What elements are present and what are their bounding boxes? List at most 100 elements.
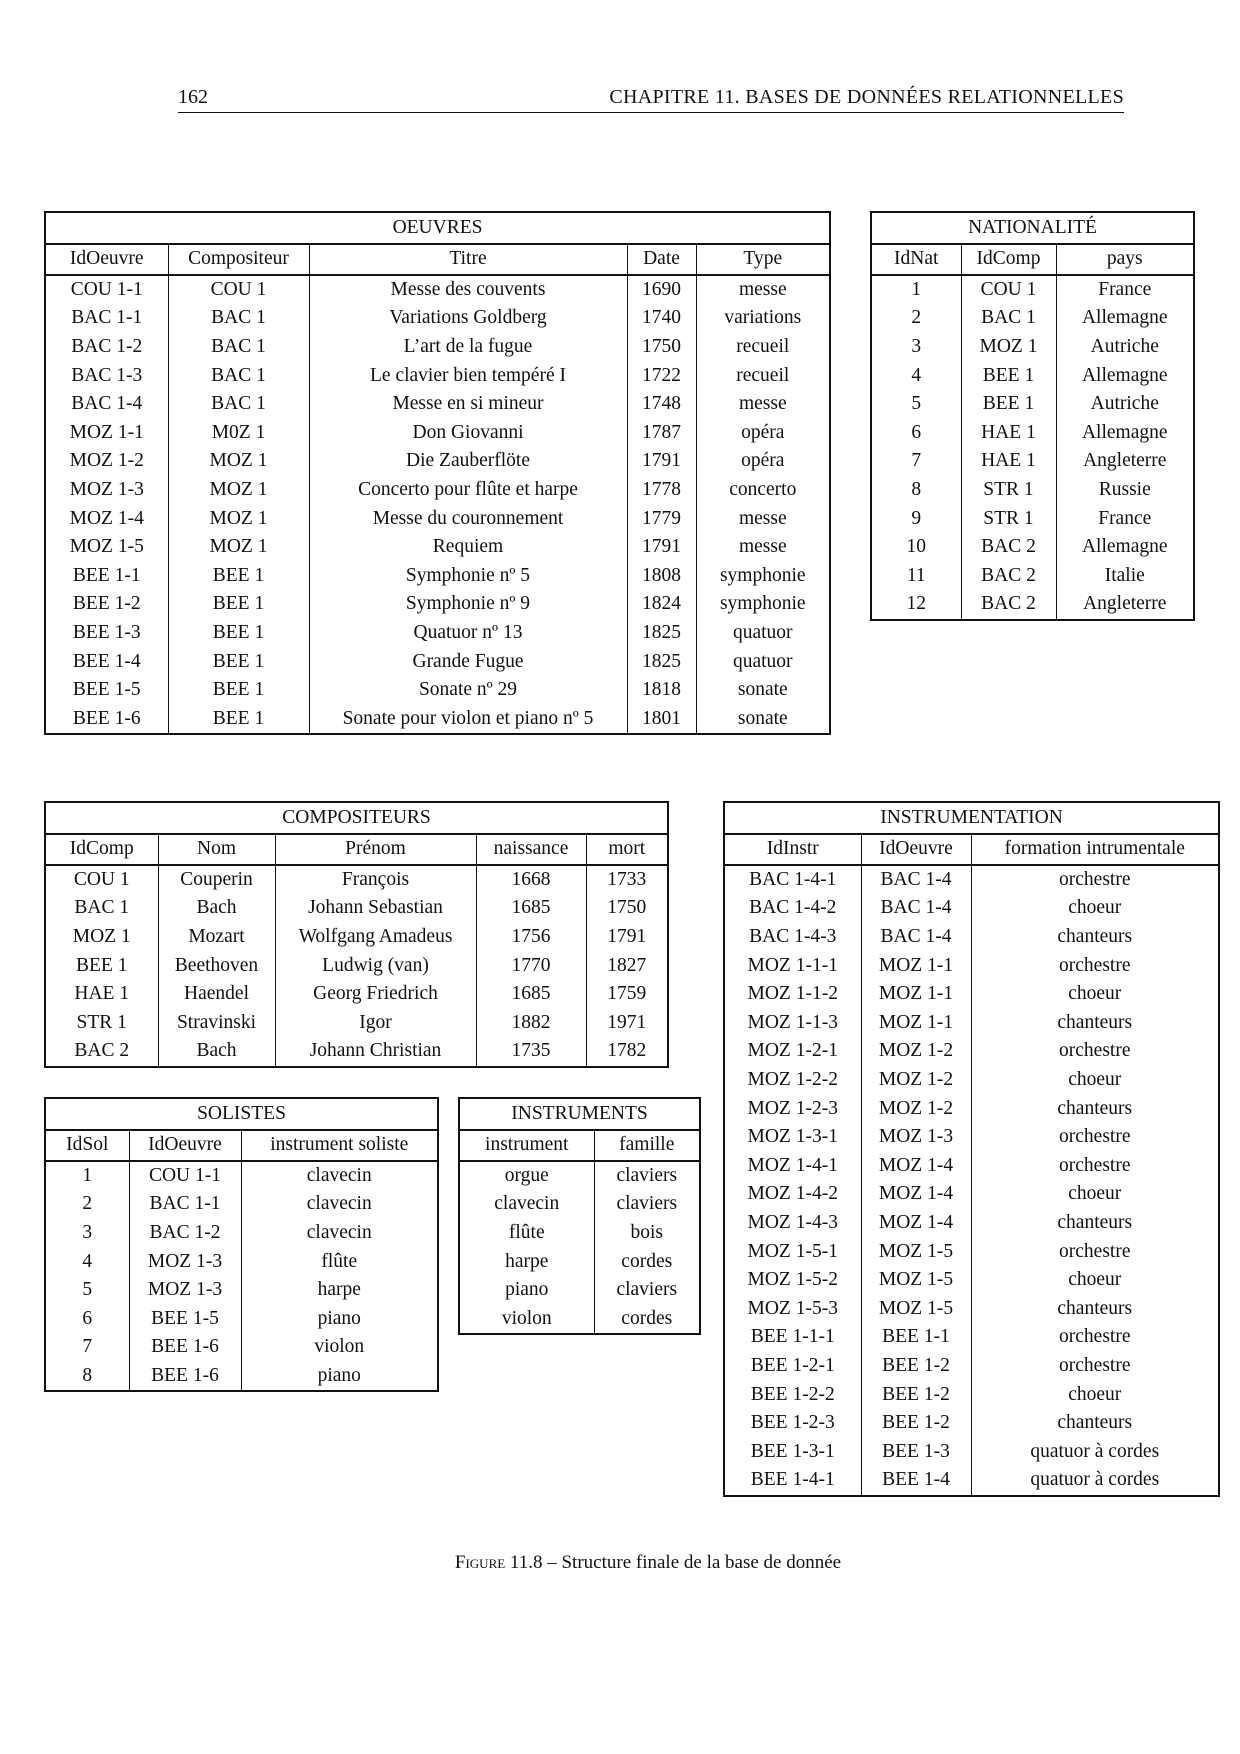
table-cell: BEE 1-1-1 xyxy=(750,1326,835,1348)
table-cell: BAC 1-4 xyxy=(860,894,971,923)
table-cell: France xyxy=(1055,504,1195,533)
column-header: pays xyxy=(1055,244,1195,276)
table-cell: BEE 1-3 xyxy=(860,1437,971,1467)
table-row: BEE 1-4 BEE 1 Grande Fugue 1825 quatuor xyxy=(45,647,831,676)
table-cell: BAC 1-1 xyxy=(71,307,143,329)
table-title-row: COMPOSITEURS xyxy=(45,802,669,835)
table-row: 3 MOZ 1 Autriche xyxy=(871,332,1195,362)
table-cell: MOZ 1-2 xyxy=(69,450,144,472)
table-cell: BAC 1 xyxy=(167,389,309,419)
table-row: 10 BAC 2 Allemagne xyxy=(871,532,1195,562)
table-row: 6 HAE 1 Allemagne xyxy=(871,418,1195,448)
table-cell: BAC 2 xyxy=(960,532,1056,562)
table-title-row: NATIONALITÉ xyxy=(871,212,1195,245)
column-header: IdOeuvre xyxy=(860,834,971,866)
figure-caption-text: – Structure finale de la base de donnée xyxy=(542,1552,842,1573)
table-cell: BEE 1-6 xyxy=(128,1361,241,1392)
table-cell: Italie xyxy=(1055,561,1195,591)
table-cell: 8 xyxy=(82,1365,93,1387)
table-row: BEE 1-2-2 BEE 1-2 choeur xyxy=(724,1380,1219,1409)
table-cell: bois xyxy=(593,1218,701,1248)
table-cell: BAC 1-4 xyxy=(71,393,143,415)
table-row: MOZ 1-5-3 MOZ 1-5 chanteurs xyxy=(724,1294,1219,1324)
table-cell: BAC 1-2 xyxy=(71,336,143,358)
table-cell: MOZ 1-5 xyxy=(860,1294,971,1324)
table-cell: Don Giovanni xyxy=(308,418,627,448)
table-row: BEE 1-3 BEE 1 Quatuor nº 13 1825 quatuor xyxy=(45,618,831,648)
table-cell: 1690 xyxy=(626,274,696,305)
table-cell: 1827 xyxy=(585,951,669,980)
table-row: MOZ 1-1-2 MOZ 1-1 choeur xyxy=(724,979,1219,1009)
table-cell: 1801 xyxy=(626,704,696,735)
table-cell: Le clavier bien tempéré I xyxy=(308,361,627,390)
table-cell: 1735 xyxy=(475,1037,586,1067)
table-cell: Autriche xyxy=(1055,332,1195,362)
table-cell: Requiem xyxy=(308,532,627,562)
table-cell: Die Zauberflöte xyxy=(308,447,627,476)
table-cell: 1770 xyxy=(475,951,586,980)
table-row: MOZ 1-2-3 MOZ 1-2 chanteurs xyxy=(724,1094,1219,1123)
table-cell: Johann Sebastian xyxy=(274,894,476,923)
table-cell: MOZ 1 xyxy=(167,447,309,476)
table-cell: Allemagne xyxy=(1055,418,1195,448)
table-title-row: SOLISTES xyxy=(45,1098,439,1131)
table-cell: BAC 2 xyxy=(960,590,1056,620)
table-cell: 10 xyxy=(906,536,927,558)
table-cell: 1787 xyxy=(626,418,696,448)
table-cell: BEE 1 xyxy=(960,361,1056,390)
table-cell: France xyxy=(1055,274,1195,305)
table-cell: BAC 2 xyxy=(960,561,1056,591)
table-row: 3 BAC 1-2 clavecin xyxy=(45,1218,439,1248)
table-cell: Sonate pour violon et piano nº 5 xyxy=(308,704,627,735)
table-cell: Igor xyxy=(274,1008,476,1038)
table-row: BAC 2 Bach Johann Christian 1735 1782 xyxy=(45,1037,669,1067)
table-row: MOZ 1-2-1 MOZ 1-2 orchestre xyxy=(724,1037,1219,1066)
table-cell: 1791 xyxy=(626,532,696,562)
column-header: IdNat xyxy=(871,244,961,276)
table-cell: concerto xyxy=(695,475,831,505)
table-row: MOZ 1-1-3 MOZ 1-1 chanteurs xyxy=(724,1008,1219,1038)
table-cell: Johann Christian xyxy=(274,1037,476,1067)
table-cell: 1791 xyxy=(626,447,696,476)
table-cell: chanteurs xyxy=(970,922,1219,952)
table-cell: MOZ 1-3 xyxy=(69,479,144,501)
table-cell: choeur xyxy=(970,979,1219,1009)
table-cell: recueil xyxy=(695,361,831,390)
table-cell: BEE 1 xyxy=(167,618,309,648)
table-cell: opéra xyxy=(695,447,831,476)
table-cell: opéra xyxy=(695,418,831,448)
table-row: BEE 1-2-3 BEE 1-2 chanteurs xyxy=(724,1408,1219,1438)
table-cell: sonate xyxy=(695,675,831,705)
table-row: BAC 1-2 BAC 1 L’art de la fugue 1750 recueil xyxy=(45,332,831,362)
table-cell: BEE 1-4 xyxy=(72,650,141,672)
table-row: HAE 1 Haendel Georg Friedrich 1685 1759 xyxy=(45,979,669,1009)
table-cell: HAE 1 xyxy=(74,983,130,1005)
table-cell: 1668 xyxy=(475,864,586,895)
table-cell: BAC 1 xyxy=(960,304,1056,333)
table-row: BAC 1-4-2 BAC 1-4 choeur xyxy=(724,894,1219,923)
table-row: 6 BEE 1-5 piano xyxy=(45,1304,439,1334)
table-cell: choeur xyxy=(970,1065,1219,1095)
table-cell: harpe xyxy=(240,1275,439,1305)
table-cell: L’art de la fugue xyxy=(308,332,627,362)
table-cell: Allemagne xyxy=(1055,304,1195,333)
table-cell: violon xyxy=(501,1307,552,1329)
table-row: 9 STR 1 France xyxy=(871,504,1195,533)
table-cell: Bach xyxy=(157,1037,275,1067)
table-cell: 1818 xyxy=(626,675,696,705)
table-row: MOZ 1-4-1 MOZ 1-4 orchestre xyxy=(724,1151,1219,1181)
table-cell: 4 xyxy=(82,1250,93,1272)
table-cell: messe xyxy=(695,532,831,562)
table-cell: BEE 1-2 xyxy=(860,1380,971,1409)
table-title: INSTRUMENTATION xyxy=(724,802,1219,835)
table-cell: BEE 1-6 xyxy=(128,1333,241,1362)
table-cell: 1779 xyxy=(626,504,696,533)
table-cell: MOZ 1-3 xyxy=(128,1275,241,1305)
table-title-row: INSTRUMENTS xyxy=(459,1098,701,1131)
table-row: MOZ 1-1-1 MOZ 1-1 orchestre xyxy=(724,951,1219,980)
column-header: instrument xyxy=(459,1130,594,1162)
table-cell: MOZ 1-5 xyxy=(860,1265,971,1295)
table-cell: MOZ 1-2-1 xyxy=(747,1040,838,1062)
column-header: IdSol xyxy=(45,1130,129,1162)
page-number: 162 xyxy=(178,86,208,108)
